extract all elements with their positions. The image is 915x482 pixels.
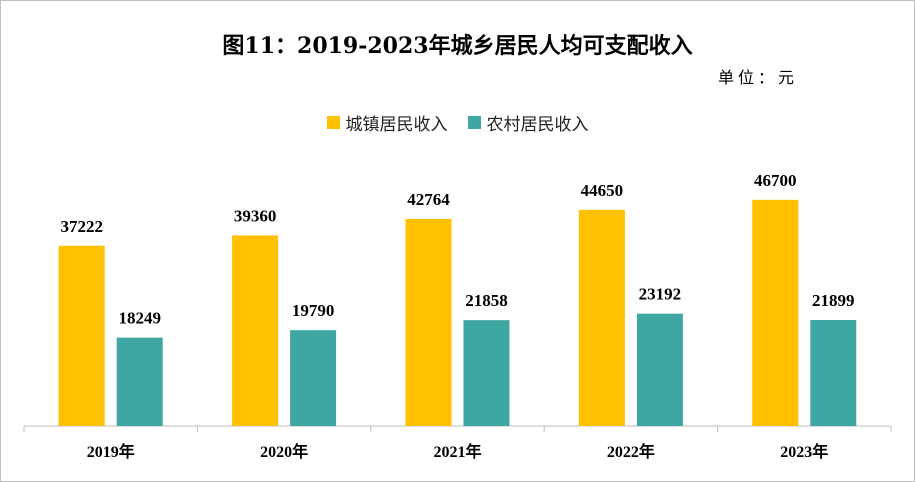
x-tick-label: 2020年 — [260, 442, 308, 461]
x-tick-label: 2019年 — [87, 442, 135, 461]
bar-urban-1 — [232, 235, 279, 426]
bar-rural-3 — [636, 313, 683, 426]
bar-urban-4 — [752, 199, 799, 426]
data-label-urban-4: 46700 — [754, 171, 797, 190]
legend-item-rural: 农村居民收入 — [467, 110, 589, 135]
bar-rural-0 — [116, 337, 163, 426]
legend-swatch-rural — [467, 116, 481, 129]
data-label-urban-1: 39360 — [234, 206, 277, 225]
bar-urban-2 — [405, 218, 452, 426]
bar-rural-4 — [810, 319, 857, 426]
legend-swatch-urban — [326, 116, 340, 129]
bar-urban-3 — [578, 209, 625, 426]
data-label-rural-2: 21858 — [465, 291, 508, 310]
data-label-rural-4: 21899 — [812, 291, 855, 310]
x-tick-label: 2023年 — [780, 442, 828, 461]
legend: 城镇居民收入 农村居民收入 — [0, 110, 915, 135]
data-label-urban-0: 37222 — [60, 217, 103, 236]
bar-urban-0 — [58, 245, 105, 426]
data-label-urban-2: 42764 — [407, 190, 450, 209]
x-tick-label: 2021年 — [433, 442, 481, 461]
legend-label-rural: 农村居民收入 — [486, 115, 589, 135]
data-label-rural-3: 23192 — [639, 285, 682, 304]
unit-label: 单位：元 — [718, 68, 799, 87]
legend-item-urban: 城镇居民收入 — [326, 110, 448, 135]
data-label-urban-3: 44650 — [581, 181, 624, 200]
data-label-rural-0: 18249 — [118, 309, 161, 328]
data-label-rural-1: 19790 — [292, 301, 335, 320]
legend-label-urban: 城镇居民收入 — [345, 115, 448, 135]
chart-title: 图11：2019-2023年城乡居民人均可支配收入 — [222, 33, 693, 59]
x-tick-label: 2022年 — [607, 442, 655, 461]
bar-rural-1 — [290, 330, 337, 426]
bar-rural-2 — [463, 320, 510, 426]
